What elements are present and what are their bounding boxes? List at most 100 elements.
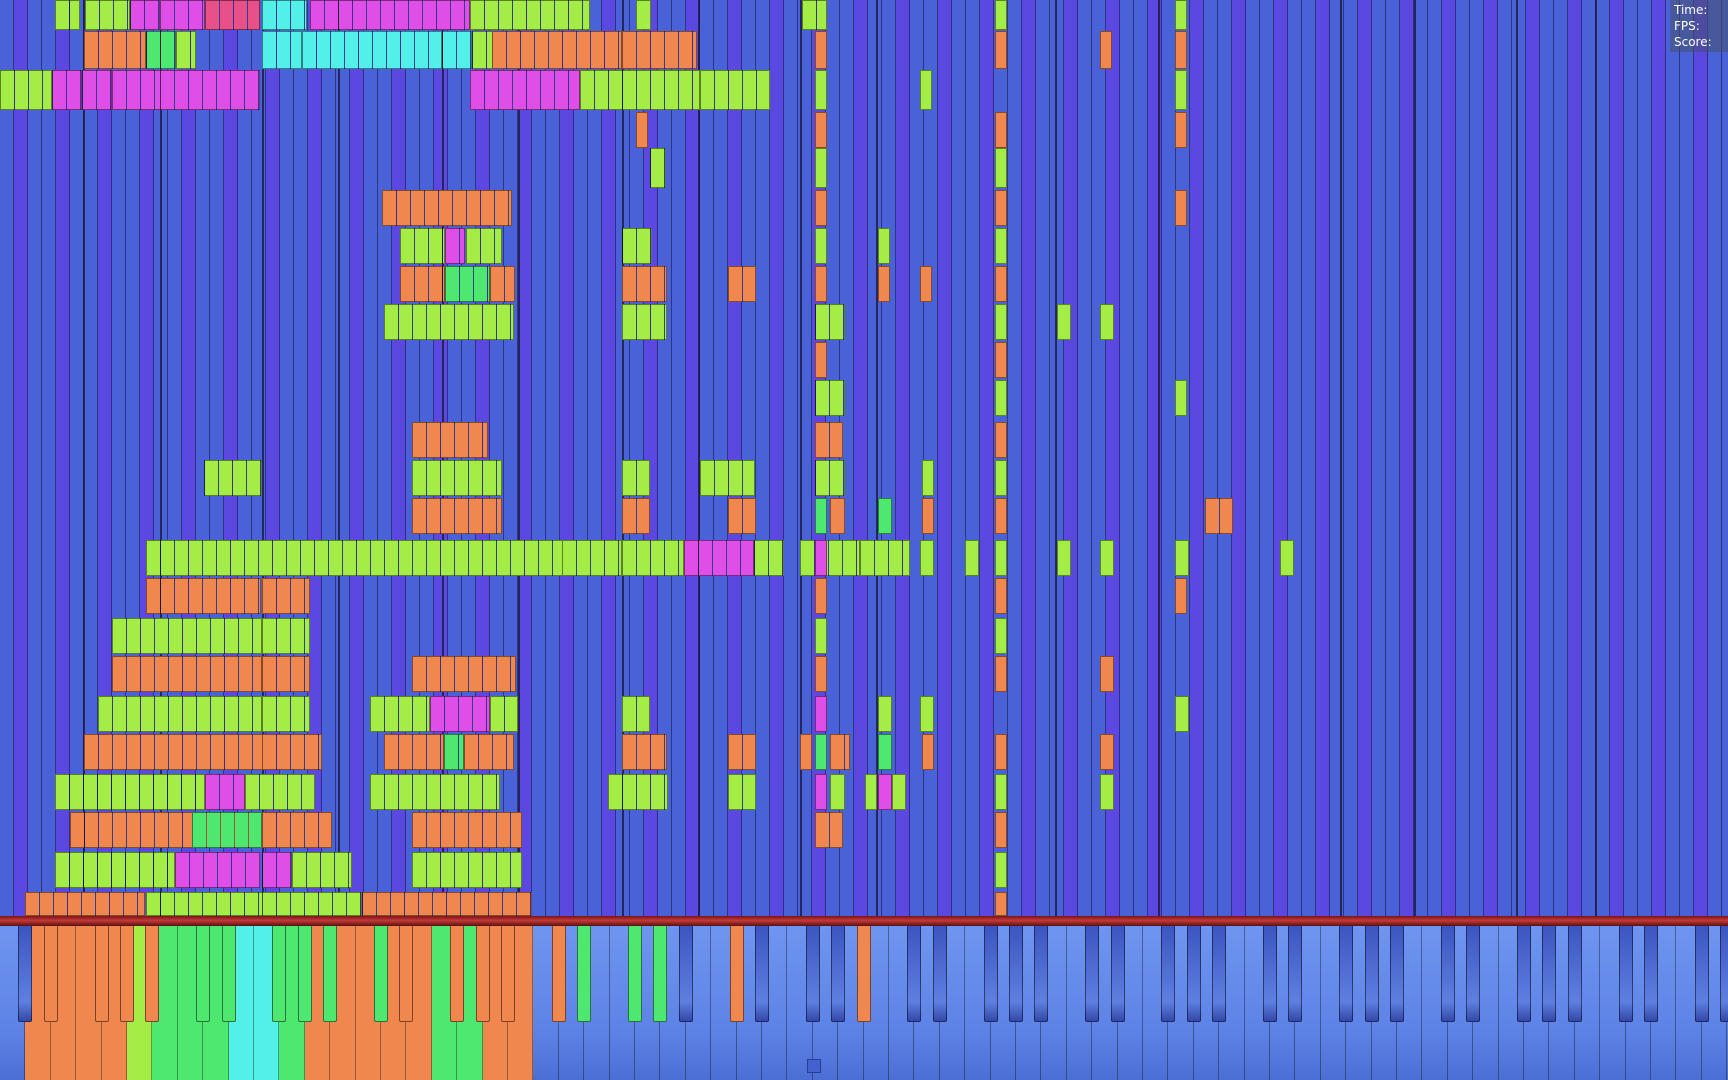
- black-key[interactable]: [983, 926, 998, 1022]
- black-key[interactable]: [1186, 926, 1201, 1022]
- black-key[interactable]: [120, 926, 134, 1022]
- black-key[interactable]: [551, 926, 566, 1022]
- black-key[interactable]: [729, 926, 744, 1022]
- note-block: [815, 148, 827, 188]
- note-block: [1057, 540, 1071, 576]
- black-key[interactable]: [1694, 926, 1709, 1022]
- note-block: [728, 266, 756, 302]
- black-key[interactable]: [1263, 926, 1277, 1022]
- note-lane: [896, 0, 910, 916]
- black-key[interactable]: [1288, 926, 1303, 1022]
- black-key[interactable]: [1618, 926, 1633, 1022]
- note-block: [204, 460, 262, 496]
- note-block: [922, 460, 934, 496]
- black-key[interactable]: [1517, 926, 1531, 1022]
- note-block: [622, 696, 650, 732]
- note-block: [490, 696, 518, 732]
- note-block: [622, 228, 652, 264]
- black-key[interactable]: [932, 926, 947, 1022]
- black-key[interactable]: [18, 926, 33, 1022]
- black-key[interactable]: [1720, 926, 1728, 1022]
- black-key[interactable]: [831, 926, 846, 1022]
- note-lane: [1344, 0, 1358, 916]
- note-block: [878, 696, 892, 732]
- black-key[interactable]: [1009, 926, 1023, 1022]
- black-key[interactable]: [145, 926, 160, 1022]
- note-block: [815, 304, 845, 340]
- note-block: [878, 734, 892, 770]
- note-lane: [1484, 0, 1498, 916]
- note-lane: [672, 0, 686, 916]
- note-lane: [1414, 0, 1428, 916]
- note-lane: [98, 0, 112, 916]
- black-key[interactable]: [323, 926, 338, 1022]
- black-key[interactable]: [450, 926, 465, 1022]
- black-key[interactable]: [475, 926, 490, 1022]
- note-lane: [1260, 0, 1274, 916]
- black-key[interactable]: [1034, 926, 1049, 1022]
- black-key[interactable]: [1644, 926, 1658, 1022]
- note-block: [98, 696, 262, 732]
- note-block: [262, 578, 310, 614]
- black-key[interactable]: [1339, 926, 1354, 1022]
- black-key[interactable]: [755, 926, 769, 1022]
- black-key[interactable]: [297, 926, 312, 1022]
- black-key[interactable]: [653, 926, 668, 1022]
- note-lane: [1400, 0, 1414, 916]
- black-key[interactable]: [856, 926, 871, 1022]
- black-key[interactable]: [374, 926, 388, 1022]
- note-block: [1175, 190, 1187, 226]
- black-key[interactable]: [1212, 926, 1227, 1022]
- note-lane: [770, 0, 784, 916]
- note-block: [815, 266, 827, 302]
- note-block: [444, 734, 464, 770]
- black-key[interactable]: [1085, 926, 1100, 1022]
- black-key[interactable]: [628, 926, 642, 1022]
- octave-separator: [1158, 0, 1160, 916]
- note-block: [205, 0, 260, 30]
- note-lane: [364, 0, 378, 916]
- black-key[interactable]: [678, 926, 693, 1022]
- black-key[interactable]: [1466, 926, 1481, 1022]
- black-key[interactable]: [1440, 926, 1455, 1022]
- note-lane: [1050, 0, 1064, 916]
- note-lane: [1036, 0, 1050, 916]
- black-key[interactable]: [805, 926, 820, 1022]
- note-lane: [1022, 0, 1036, 916]
- black-key[interactable]: [1110, 926, 1125, 1022]
- black-key[interactable]: [501, 926, 515, 1022]
- note-block: [262, 618, 310, 654]
- black-key[interactable]: [94, 926, 109, 1022]
- square-marker-icon: [807, 1059, 821, 1073]
- note-block: [802, 0, 827, 30]
- note-block: [728, 774, 756, 810]
- black-key[interactable]: [221, 926, 236, 1022]
- note-lane: [1624, 0, 1638, 916]
- black-key[interactable]: [907, 926, 922, 1022]
- note-lane: [1554, 0, 1568, 916]
- black-key[interactable]: [1390, 926, 1404, 1022]
- note-lane: [602, 0, 616, 916]
- note-lane: [1218, 0, 1232, 916]
- black-key[interactable]: [1364, 926, 1379, 1022]
- black-key[interactable]: [399, 926, 414, 1022]
- note-block: [400, 266, 445, 302]
- black-key[interactable]: [43, 926, 58, 1022]
- note-lane: [1386, 0, 1400, 916]
- note-block: [112, 656, 262, 692]
- black-key[interactable]: [1542, 926, 1557, 1022]
- black-key[interactable]: [196, 926, 211, 1022]
- note-block: [146, 540, 576, 576]
- stats-overlay: Time: FPS: Score:: [1670, 0, 1728, 52]
- note-block: [815, 70, 827, 110]
- note-lane: [742, 0, 756, 916]
- note-lane: [910, 0, 924, 916]
- black-key[interactable]: [1567, 926, 1582, 1022]
- black-key[interactable]: [577, 926, 592, 1022]
- note-lane: [1120, 0, 1134, 916]
- note-block: [650, 148, 666, 188]
- note-lane: [1358, 0, 1372, 916]
- note-block: [815, 190, 827, 226]
- black-key[interactable]: [1161, 926, 1176, 1022]
- black-key[interactable]: [272, 926, 287, 1022]
